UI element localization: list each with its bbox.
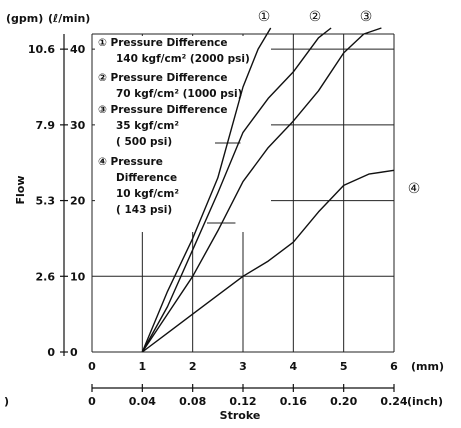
y-tick-lmin: 10 [70, 270, 86, 283]
x-tick-inch: 0.20 [330, 395, 357, 408]
x-tick-inch: 0.16 [280, 395, 307, 408]
legend: ① Pressure Difference 140 kgf/cm² (2000 p… [95, 36, 271, 232]
legend-entry-line: 10 kgf/cm² [116, 188, 179, 200]
x-tick-inch: 0.12 [229, 395, 256, 408]
series-line [141, 27, 272, 353]
x-tick-mm: 6 [390, 360, 398, 373]
curve-markers: ① ② ③ ④ [258, 9, 421, 197]
series-marker-label: ③ [360, 9, 373, 25]
x-unit-inch: (inch) [407, 395, 443, 408]
legend-entry-line: ② Pressure Difference [98, 72, 228, 84]
legend-entry-line: 140 kgf/cm² (2000 psi) [116, 53, 250, 65]
y-tick-gpm: 5.3 [36, 195, 56, 208]
y-unit-gpm: (gpm) [6, 12, 43, 25]
x-tick-mm: 2 [189, 360, 197, 373]
y-tick-lmin: 30 [70, 119, 86, 132]
x-tick-inch: 0.08 [179, 395, 206, 408]
y-tick-gpm: 0 [47, 346, 55, 359]
x-tick-inch: 0.24 [380, 395, 407, 408]
x-tick-mm: 5 [340, 360, 348, 373]
y-unit-lmin: (ℓ/min) [48, 12, 90, 25]
x-tick-mm: 4 [290, 360, 298, 373]
series-marker-label: ② [309, 9, 322, 25]
legend-entry-line: 70 kgf/cm² (1000 psi) [116, 88, 242, 100]
legend-entry-line: ④ Pressure [98, 156, 163, 168]
series-line [141, 169, 395, 353]
x-tick-mm: 0 [88, 360, 96, 373]
series-marker-label: ① [258, 9, 271, 25]
x-tick-mm: 3 [239, 360, 247, 373]
y-tick-lmin: 20 [70, 195, 86, 208]
legend-entry-line: ( 143 psi) [116, 204, 172, 216]
x-tick-inch: 0 [88, 395, 96, 408]
y-tick-lmin: 0 [70, 346, 78, 359]
x-tick-mm: 1 [139, 360, 147, 373]
legend-entry-line: ③ Pressure Difference [98, 104, 228, 116]
legend-entry-line: ( 500 psi) [116, 136, 172, 148]
legend-entry-line: 35 kgf/cm² [116, 120, 179, 132]
x-axis-title: Stroke [220, 409, 261, 422]
y-tick-gpm: 7.9 [36, 119, 56, 132]
series-line [141, 27, 382, 353]
x-unit-mm: (mm) [411, 360, 444, 373]
y-axis-title: Flow [14, 175, 27, 204]
y-tick-gpm: 10.6 [28, 43, 55, 56]
legend-entry-line: Difference [116, 172, 177, 184]
series-marker-label: ④ [408, 181, 421, 197]
legend-background [95, 36, 271, 232]
series-line [141, 27, 332, 353]
y-tick-gpm: 2.6 [36, 270, 56, 283]
axes-layer [60, 33, 395, 392]
legend-entry-line: ① Pressure Difference [98, 37, 228, 49]
series-curves [141, 27, 395, 353]
y-tick-lmin: 40 [70, 43, 86, 56]
stray-paren: ) [4, 395, 9, 408]
x-tick-inch: 0.04 [129, 395, 156, 408]
